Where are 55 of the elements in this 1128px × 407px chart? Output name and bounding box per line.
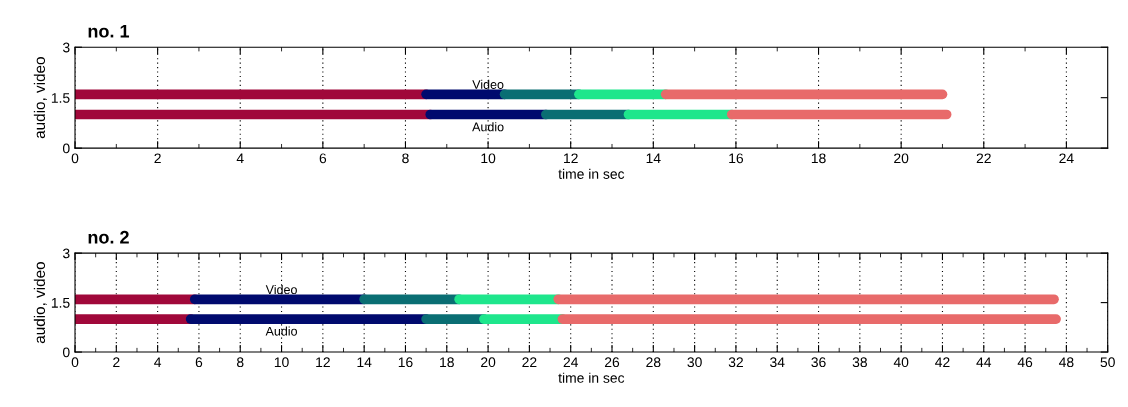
x-tick-label: 22 <box>522 357 537 367</box>
y-tick-label: 1.5 <box>51 298 70 308</box>
x-tick-label: 42 <box>935 357 950 367</box>
x-tick-label: 24 <box>563 357 579 367</box>
y-tick-label: 0 <box>62 347 70 358</box>
x-tick-label: 16 <box>729 153 744 164</box>
y-tick-label: 1.5 <box>51 93 70 103</box>
annotation: Video <box>472 79 504 89</box>
x-tick-label: 48 <box>1058 357 1074 368</box>
x-tick-label: 50 <box>1100 357 1115 368</box>
x-tick-label: 0 <box>71 357 79 368</box>
x-tick-label: 36 <box>811 357 826 368</box>
x-tick-label: 18 <box>811 153 826 164</box>
x-tick-label: 14 <box>357 357 372 367</box>
x-tick-label: 12 <box>564 153 578 164</box>
x-tick-label: 16 <box>398 357 413 368</box>
x-tick-label: 44 <box>976 357 992 367</box>
x-tick-label: 28 <box>646 357 661 368</box>
x-tick-label: 38 <box>852 357 867 368</box>
y-tick-label: 0 <box>62 143 70 154</box>
annotation: Audio <box>472 122 504 132</box>
x-tick-label: 46 <box>1017 357 1033 368</box>
x-tick-label: 18 <box>440 357 454 368</box>
x-tick-label: 8 <box>236 357 244 368</box>
x-tick-label: 12 <box>316 357 330 367</box>
x-tick-label: 2 <box>113 357 120 367</box>
x-tick-label: 10 <box>481 153 496 164</box>
y-axis-title: audio, video <box>33 262 47 344</box>
x-tick-label: 4 <box>236 153 244 164</box>
chart-title: no. 1 <box>88 24 130 38</box>
x-tick-label: 34 <box>770 357 785 368</box>
x-tick-label: 20 <box>894 153 909 164</box>
x-tick-label: 20 <box>481 357 496 368</box>
y-tick-label: 3 <box>62 248 70 259</box>
y-axis-title: audio, video <box>33 57 47 139</box>
x-tick-label: 32 <box>728 357 743 368</box>
x-tick-label: 40 <box>893 357 909 368</box>
x-tick-label: 22 <box>976 153 991 164</box>
chart-title: no. 2 <box>88 230 129 244</box>
y-tick-label: 3 <box>62 42 70 53</box>
x-tick-label: 4 <box>154 357 162 367</box>
annotation: Video <box>265 284 297 295</box>
x-axis-title: time in sec <box>558 168 625 179</box>
x-tick-label: 6 <box>319 153 327 164</box>
x-tick-label: 10 <box>274 357 289 368</box>
annotation: Audio <box>265 326 298 336</box>
x-tick-label: 6 <box>195 357 203 368</box>
x-tick-label: 14 <box>646 153 661 164</box>
x-tick-label: 24 <box>1059 153 1074 164</box>
x-tick-label: 2 <box>154 153 161 164</box>
x-axis-title: time in sec <box>558 372 625 383</box>
x-tick-label: 8 <box>402 153 409 164</box>
x-tick-label: 30 <box>687 357 702 368</box>
x-tick-label: 26 <box>604 357 620 368</box>
x-tick-label: 0 <box>71 153 79 164</box>
